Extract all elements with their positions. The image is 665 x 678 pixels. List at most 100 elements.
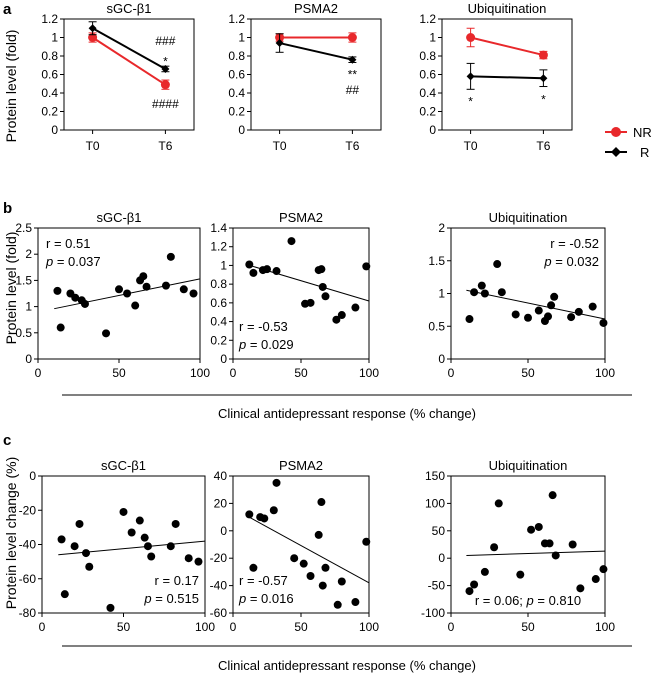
data-point	[318, 282, 327, 291]
data-point	[480, 289, 489, 298]
data-point	[337, 311, 346, 320]
regression-line	[466, 550, 606, 556]
y-tick-label: 0.5	[15, 326, 32, 340]
legend-marker-nr	[611, 127, 621, 137]
data-point	[351, 303, 360, 312]
data-point	[135, 516, 144, 525]
y-tick-label: 0.6	[419, 68, 436, 82]
significance-marker: ####	[152, 97, 179, 111]
data-point	[318, 581, 327, 590]
y-tick-label: 0.6	[41, 68, 58, 82]
y-tick-label: 0.8	[210, 277, 227, 291]
y-tick-label: -40	[210, 579, 228, 593]
y-tick-label: 0.4	[228, 86, 245, 100]
data-point	[85, 562, 94, 571]
data-point	[599, 318, 608, 327]
data-point	[337, 577, 346, 586]
x-tick-label: 0	[230, 620, 237, 634]
data-point	[123, 289, 132, 298]
significance-marker: *	[163, 55, 168, 69]
y-tick-label: -50	[428, 579, 446, 593]
data-point	[119, 507, 128, 516]
data-point	[314, 530, 323, 539]
data-point	[142, 282, 151, 291]
data-point-r	[539, 74, 548, 83]
data-point	[249, 268, 258, 277]
series-line-nr	[470, 36, 544, 57]
data-point	[480, 567, 489, 576]
chart-b1: sGC-β1 0 0.5 1 1.5 2 2.5 0 50 100 r = 0.51 p = 0.03…	[15, 210, 210, 380]
legend-label-r: R	[640, 145, 649, 160]
data-point	[287, 237, 296, 246]
y-tick-label: 1.2	[419, 12, 436, 26]
y-tick-label: 40	[214, 469, 228, 483]
panel-letter-c: c	[3, 432, 11, 449]
stat-p-label: p	[143, 591, 151, 606]
y-tick-label: 50	[432, 524, 446, 538]
y-tick-label: 1.2	[210, 240, 227, 254]
data-point	[497, 288, 506, 297]
x-tick-label: T0	[464, 139, 478, 153]
y-tick-label: -20	[19, 503, 37, 517]
stat-p: p = 0.515	[143, 591, 199, 606]
chart-title: Ubiquitination	[468, 1, 547, 16]
y-tick-label: 20	[214, 496, 228, 510]
x-axis-label-b: Clinical antidepressant response (% chan…	[218, 406, 476, 421]
data-point	[568, 540, 577, 549]
data-point	[127, 528, 136, 537]
data-point	[147, 552, 156, 561]
data-point	[161, 281, 170, 290]
stat-p-value: = 0.515	[152, 591, 199, 606]
data-point	[362, 537, 371, 546]
panel-letter-a: a	[3, 1, 12, 18]
chart-a1: sGC-β1 0 0.2 0.4 0.6 0.8 1 1.2 T0 T6 ### * ####	[41, 1, 195, 153]
x-tick-label: 100	[359, 620, 379, 634]
data-point	[545, 539, 554, 548]
stat-p-value: = 0.037	[53, 254, 100, 269]
data-point	[534, 522, 543, 531]
data-point	[550, 292, 559, 301]
data-point	[56, 323, 65, 332]
y-axis-label-c: Protein level change (%)	[3, 457, 19, 610]
y-tick-label: 1	[51, 31, 58, 45]
data-point	[106, 603, 115, 612]
y-tick-label: 0	[238, 123, 245, 137]
data-point	[516, 570, 525, 579]
data-point	[534, 306, 543, 315]
data-point-nr	[466, 33, 476, 42]
data-point	[139, 272, 148, 281]
stat-p: p = 0.037	[45, 254, 101, 269]
data-point	[82, 549, 91, 558]
y-tick-label: 1	[25, 300, 32, 314]
chart-title: sGC-β1	[96, 210, 141, 225]
stat-p-label: p	[526, 593, 534, 608]
data-point	[306, 298, 315, 307]
y-tick-label: 150	[425, 469, 445, 483]
stat-text: r = 0.06; p = 0.810	[475, 593, 581, 608]
chart-title: sGC-β1	[101, 458, 146, 473]
data-point	[470, 288, 479, 297]
x-tick-label: T6	[158, 139, 172, 153]
data-point	[272, 267, 281, 276]
data-point	[490, 543, 499, 552]
x-tick-label: 50	[112, 366, 126, 380]
x-tick-label: 0	[35, 366, 42, 380]
y-tick-label: 0.2	[41, 105, 58, 119]
legend-label-nr: NR	[633, 125, 652, 140]
stat-p-value: = 0.029	[246, 337, 293, 352]
data-point	[576, 584, 585, 593]
data-point	[511, 310, 520, 319]
data-point	[115, 285, 123, 294]
y-tick-label: 0	[51, 123, 58, 137]
y-tick-label: -20	[210, 551, 228, 565]
chart-c1: sGC-β1 -80 -60 -40 -20 0 0 50 100 r = 0.17 p = 0.5…	[19, 458, 216, 634]
data-point	[551, 551, 560, 560]
data-point	[166, 252, 175, 261]
chart-title: Ubiquitination	[489, 458, 568, 473]
data-point-r	[88, 24, 97, 33]
data-point	[547, 301, 556, 310]
stat-p-label: p	[543, 254, 551, 269]
chart-b3: Ubiquitination 0 0.5 1 1.5 2 0 50 100 r = -0.52 p …	[428, 210, 615, 380]
y-tick-label: 1.2	[41, 12, 58, 26]
x-tick-label: T6	[345, 139, 359, 153]
